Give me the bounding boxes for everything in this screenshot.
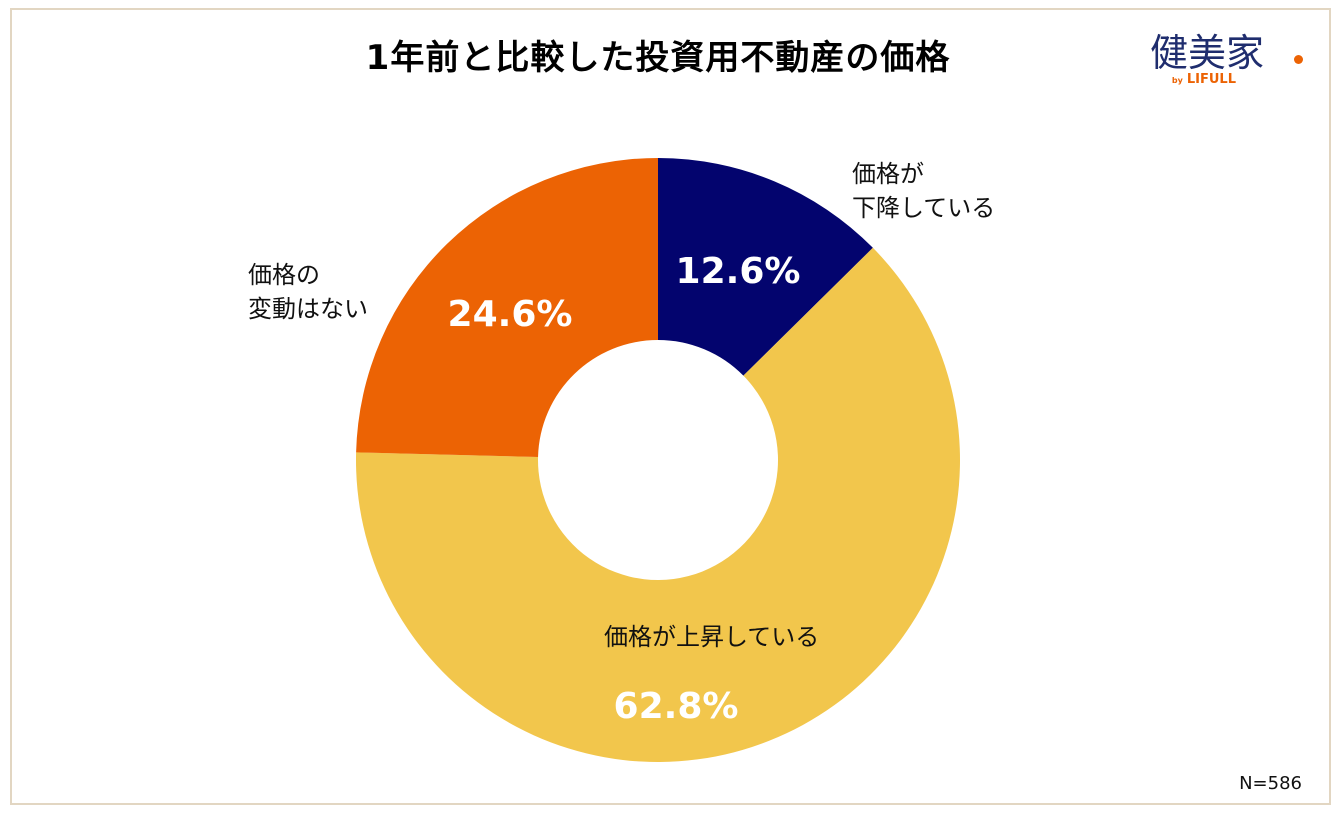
slice-category-label: 価格が下降している xyxy=(852,160,995,222)
logo-dot-icon xyxy=(1294,55,1303,64)
slice-percent-label: 62.8% xyxy=(614,686,739,727)
logo-sub: by LIFULL xyxy=(1150,72,1236,87)
slice-category-label: 価格が上昇している xyxy=(604,623,819,651)
logo-brand: LIFULL xyxy=(1186,72,1236,87)
brand-logo: 健美家 by LIFULL xyxy=(1150,22,1310,92)
slice-category-line: 価格が xyxy=(852,160,924,188)
donut-slice-1 xyxy=(355,247,960,763)
donut-slices xyxy=(355,158,960,763)
logo-by: by xyxy=(1171,76,1183,85)
slice-percent-label: 24.6% xyxy=(448,294,573,335)
donut-slice-0 xyxy=(658,158,873,376)
slice-category-line: 変動はない xyxy=(248,295,368,323)
slice-category-line: 下降している xyxy=(852,194,995,222)
sample-size: N=586 xyxy=(1239,773,1302,794)
slice-percent-label: 12.6% xyxy=(676,251,801,292)
slice-category-label: 価格の変動はない xyxy=(248,261,368,323)
slice-category-line: 価格が上昇している xyxy=(604,623,819,651)
chart-title: 1年前と比較した投資用不動産の価格 xyxy=(365,38,951,78)
donut-labels: 12.6% 価格が下降している 62.8% 価格が上昇している 24.6% 価格の変動はな… xyxy=(248,160,995,727)
donut-slice-2 xyxy=(356,158,658,457)
slice-category-line: 価格の xyxy=(248,261,320,289)
logo-name: 健美家 xyxy=(1150,31,1265,75)
